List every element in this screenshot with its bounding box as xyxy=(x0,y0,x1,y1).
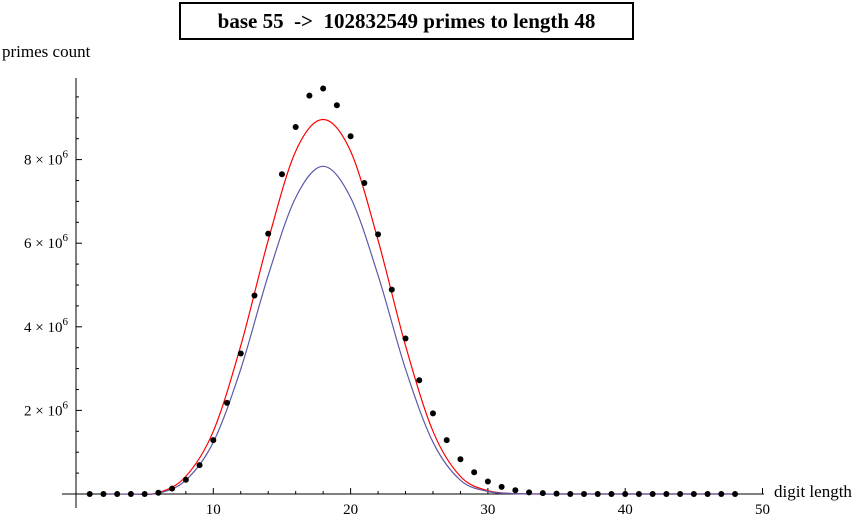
data-point xyxy=(498,483,505,490)
y-tick-label: 8 × 106 xyxy=(24,149,68,169)
data-point xyxy=(635,491,642,497)
data-point xyxy=(347,133,354,140)
data-point xyxy=(306,92,313,99)
data-point xyxy=(182,476,189,483)
data-point xyxy=(127,491,134,497)
data-point xyxy=(278,171,285,178)
data-point xyxy=(471,469,478,476)
chart-title: base 55 -> 102832549 primes to length 48 xyxy=(179,2,634,40)
data-point xyxy=(333,102,340,109)
data-point xyxy=(169,485,176,492)
data-point xyxy=(718,491,725,497)
data-point xyxy=(429,410,436,417)
data-points xyxy=(86,85,739,497)
data-point xyxy=(114,491,121,497)
data-point xyxy=(265,230,272,237)
data-point xyxy=(361,180,368,187)
data-point xyxy=(416,377,423,384)
data-point xyxy=(608,491,615,497)
y-tick-label: 6 × 106 xyxy=(24,232,68,252)
data-point xyxy=(690,491,697,497)
data-point xyxy=(251,292,258,299)
red-fit-curve xyxy=(103,118,735,495)
data-point xyxy=(457,456,464,463)
data-point xyxy=(622,491,629,497)
data-point xyxy=(443,437,450,444)
x-tick-label: 40 xyxy=(618,502,633,518)
data-point xyxy=(594,491,601,497)
data-point xyxy=(526,489,533,496)
axes xyxy=(62,78,764,508)
data-point xyxy=(155,489,162,496)
data-point xyxy=(210,437,217,444)
y-tick-label: 2 × 106 xyxy=(24,399,68,419)
data-point xyxy=(553,490,560,497)
y-axis-label: primes count xyxy=(2,42,91,61)
data-point xyxy=(512,487,519,494)
tick-labels: 10 20 30 40 50 2 × 106 4 × 106 6 × 106 8 × 106 xyxy=(24,149,770,518)
data-point xyxy=(704,491,711,497)
x-tick-label: 10 xyxy=(206,502,221,518)
x-tick-label: 50 xyxy=(755,502,770,518)
data-point xyxy=(237,350,244,357)
data-point xyxy=(100,491,107,497)
fitted-curves xyxy=(103,118,735,496)
blue-fit-curve xyxy=(103,165,735,496)
data-point xyxy=(663,491,670,497)
data-point xyxy=(567,491,574,497)
data-point xyxy=(86,491,93,497)
data-point xyxy=(388,286,395,293)
data-point xyxy=(649,491,656,497)
y-tick-label: 4 × 106 xyxy=(24,316,68,336)
data-point xyxy=(141,491,148,497)
x-axis-label: digit length xyxy=(774,482,852,501)
data-point xyxy=(677,491,684,497)
data-point xyxy=(581,491,588,497)
data-point xyxy=(484,478,491,485)
data-point xyxy=(224,399,231,406)
data-point xyxy=(196,462,203,469)
data-point xyxy=(402,335,409,342)
x-tick-label: 30 xyxy=(480,502,495,518)
data-point xyxy=(292,123,299,130)
data-point xyxy=(375,231,382,238)
data-point xyxy=(320,85,327,92)
data-point xyxy=(539,490,546,497)
data-point xyxy=(732,491,739,497)
x-tick-label: 20 xyxy=(343,502,358,518)
